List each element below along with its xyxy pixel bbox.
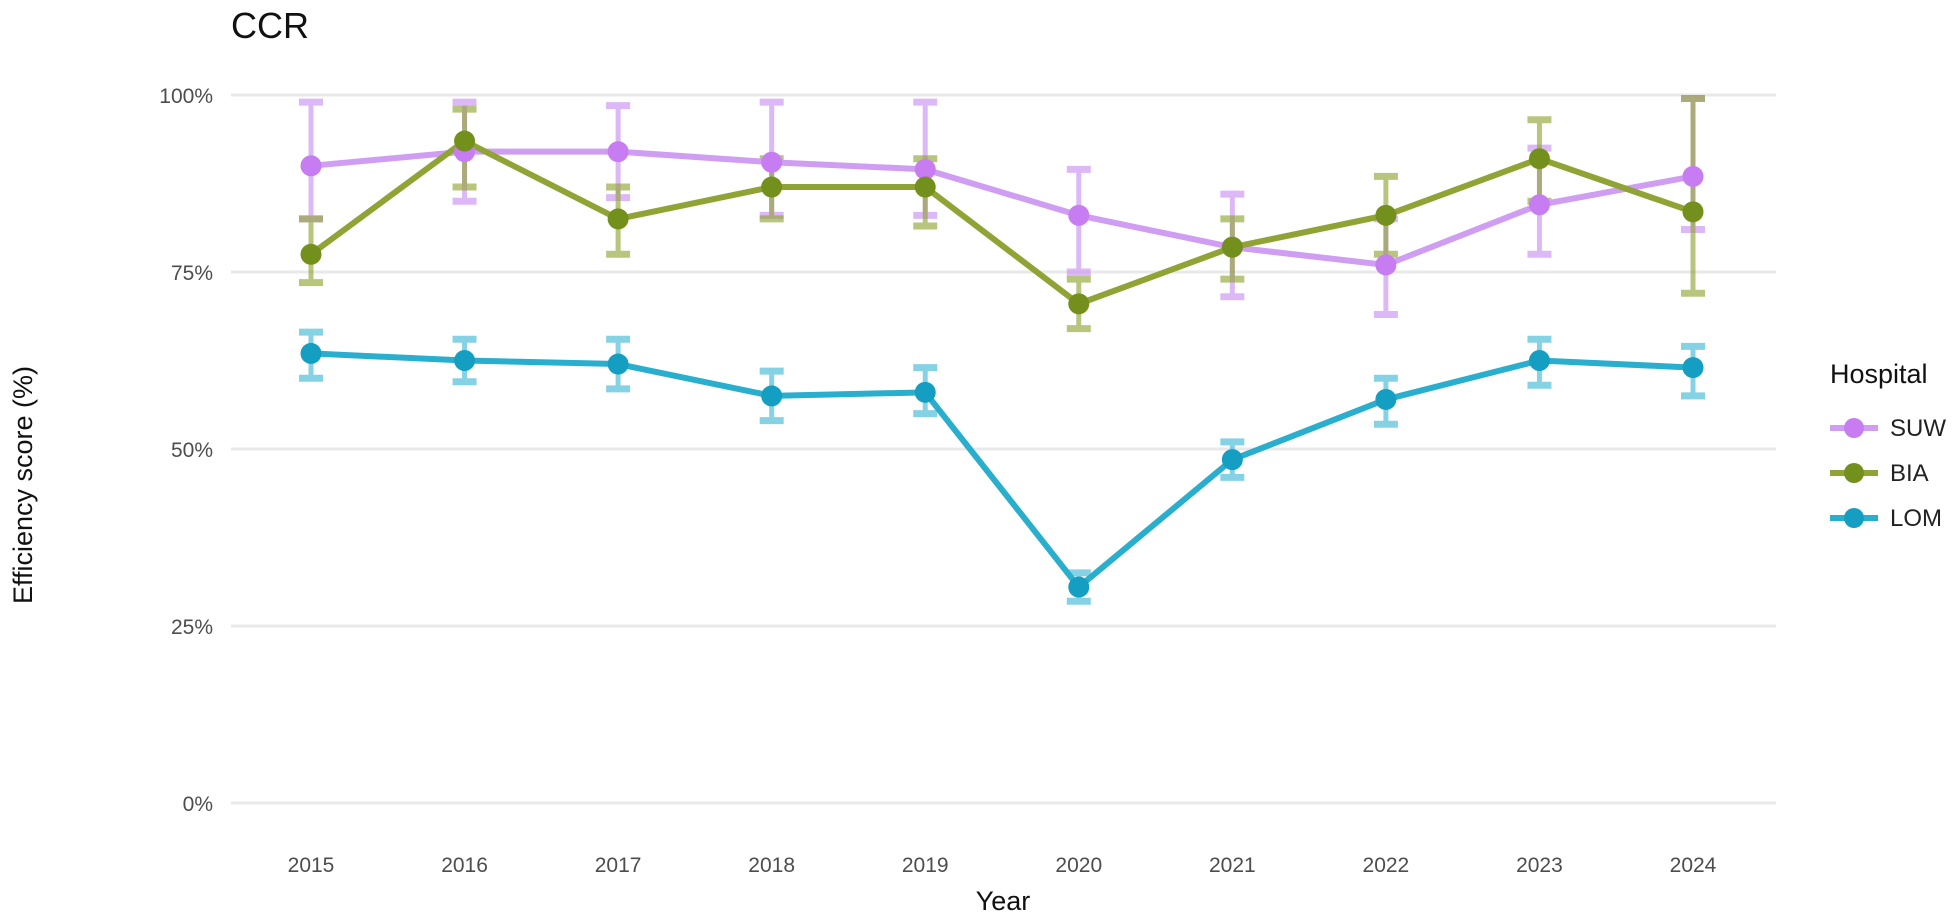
- point-bia-2024: [1682, 201, 1704, 223]
- point-suw-2020: [1068, 204, 1090, 226]
- point-bia-2018: [761, 176, 783, 198]
- point-suw-2024: [1682, 165, 1704, 187]
- point-lom-2015: [300, 342, 322, 364]
- series-lines: [308, 137, 1696, 592]
- line-bia: [308, 137, 1696, 308]
- point-bia-2015: [300, 243, 322, 265]
- point-suw-2022: [1375, 254, 1397, 276]
- line-lom: [308, 350, 1696, 592]
- legend-swatch-marker: [1844, 463, 1864, 483]
- legend-item-label: LOM: [1890, 505, 1942, 532]
- legend-item-suw: SUW: [1830, 415, 1946, 442]
- point-lom-2016: [454, 350, 476, 371]
- x-tick-label: 2018: [748, 854, 795, 877]
- y-tick-label: 25%: [171, 616, 213, 639]
- point-lom-2024: [1682, 357, 1704, 379]
- y-tick-label: 50%: [171, 439, 213, 462]
- point-lom-2021: [1221, 449, 1243, 471]
- series-markers: [300, 130, 1704, 598]
- legend-item-label: SUW: [1890, 415, 1946, 442]
- legend-item-label: BIA: [1890, 460, 1929, 487]
- legend-swatch-marker: [1844, 418, 1864, 438]
- point-lom-2018: [761, 385, 783, 407]
- x-tick-label: 2019: [902, 854, 949, 877]
- point-bia-2023: [1528, 148, 1550, 170]
- x-tick-label: 2020: [1055, 854, 1102, 877]
- legend-title: Hospital: [1830, 359, 1928, 389]
- legend-item-lom: LOM: [1830, 505, 1942, 532]
- point-suw-2018: [761, 151, 783, 173]
- x-tick-label: 2017: [595, 854, 642, 877]
- y-axis-tick-labels: 100% 75% 50% 25% 0%: [159, 85, 213, 816]
- legend-swatch-marker: [1844, 508, 1864, 528]
- x-tick-label: 2016: [441, 854, 488, 877]
- point-suw-2019: [914, 158, 936, 180]
- point-suw-2023: [1528, 194, 1550, 216]
- y-axis-title: Efficiency score (%): [8, 366, 38, 604]
- point-bia-2016: [454, 130, 476, 152]
- x-tick-label: 2024: [1670, 854, 1717, 877]
- y-tick-label: 100%: [159, 85, 213, 108]
- point-lom-2017: [607, 353, 629, 375]
- point-lom-2020: [1068, 576, 1090, 598]
- point-bia-2017: [607, 208, 629, 230]
- error-bar-bia: [1681, 95, 1705, 297]
- chart-title: CCR: [231, 5, 309, 46]
- x-tick-label: 2022: [1363, 854, 1410, 877]
- point-suw-2017: [607, 141, 629, 163]
- point-bia-2021: [1221, 236, 1243, 258]
- x-tick-label: 2023: [1516, 854, 1563, 877]
- y-tick-label: 0%: [183, 793, 213, 816]
- legend-item-bia: BIA: [1830, 460, 1929, 487]
- y-tick-label: 75%: [171, 262, 213, 285]
- x-tick-label: 2015: [288, 854, 335, 877]
- legend: Hospital SUW BIA LOM: [1830, 359, 1946, 532]
- point-suw-2015: [300, 155, 322, 177]
- point-bia-2020: [1068, 293, 1090, 315]
- point-bia-2019: [914, 176, 936, 198]
- gridlines: [231, 93, 1776, 805]
- point-lom-2019: [914, 381, 936, 403]
- x-axis-title: Year: [976, 886, 1031, 916]
- point-lom-2022: [1375, 388, 1397, 410]
- point-lom-2023: [1528, 350, 1550, 371]
- x-tick-label: 2021: [1209, 854, 1256, 877]
- x-axis-tick-labels: 2015 2016 2017 2018 2019 2020 2021 2022 2023 2024: [288, 854, 1717, 877]
- point-bia-2022: [1375, 204, 1397, 226]
- line-suw: [308, 148, 1696, 268]
